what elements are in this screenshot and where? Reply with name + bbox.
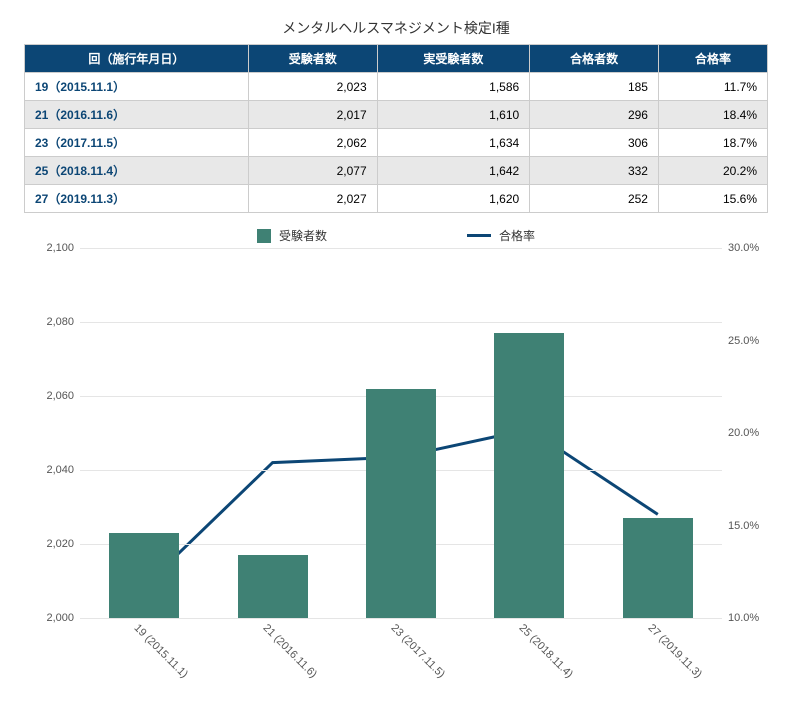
y-left-tick: 2,040 (30, 464, 74, 476)
y-left-tick: 2,100 (30, 242, 74, 254)
cell-actual: 1,642 (377, 157, 530, 185)
y-right-tick: 30.0% (728, 242, 772, 254)
chart-legend: 受験者数 合格率 (10, 227, 782, 244)
cell-rate: 18.7% (658, 129, 767, 157)
cell-passed: 296 (530, 101, 659, 129)
y-left-tick: 2,080 (30, 316, 74, 328)
y-right-tick: 15.0% (728, 520, 772, 532)
table-row: 19（2015.11.1）2,0231,58618511.7% (25, 73, 768, 101)
cell-session: 19（2015.11.1） (25, 73, 249, 101)
cell-passed: 332 (530, 157, 659, 185)
legend-line: 合格率 (467, 227, 535, 244)
col-actual: 実受験者数 (377, 45, 530, 73)
cell-rate: 20.2% (658, 157, 767, 185)
cell-passed: 252 (530, 185, 659, 213)
cell-actual: 1,634 (377, 129, 530, 157)
cell-applicants: 2,062 (248, 129, 377, 157)
col-session: 回（施行年月日） (25, 45, 249, 73)
col-applicants: 受験者数 (248, 45, 377, 73)
y-right-tick: 25.0% (728, 335, 772, 347)
cell-actual: 1,610 (377, 101, 530, 129)
cell-actual: 1,620 (377, 185, 530, 213)
x-tick-label: 25 (2018.11.4) (517, 622, 576, 681)
col-passed: 合格者数 (530, 45, 659, 73)
cell-applicants: 2,077 (248, 157, 377, 185)
cell-rate: 15.6% (658, 185, 767, 213)
cell-passed: 306 (530, 129, 659, 157)
data-table: 回（施行年月日） 受験者数 実受験者数 合格者数 合格率 19（2015.11.… (24, 44, 768, 213)
bar (109, 533, 179, 618)
cell-passed: 185 (530, 73, 659, 101)
cell-session: 21（2016.11.6） (25, 101, 249, 129)
grid-line (80, 322, 722, 323)
legend-bar-label: 受験者数 (279, 227, 327, 244)
table-row: 21（2016.11.6）2,0171,61029618.4% (25, 101, 768, 129)
x-tick-label: 21 (2016.11.6) (260, 622, 319, 681)
y-left-tick: 2,000 (30, 612, 74, 624)
chart: 2,0002,0202,0402,0602,0802,10010.0%15.0%… (16, 248, 776, 702)
table-row: 27（2019.11.3）2,0271,62025215.6% (25, 185, 768, 213)
cell-actual: 1,586 (377, 73, 530, 101)
col-rate: 合格率 (658, 45, 767, 73)
cell-applicants: 2,023 (248, 73, 377, 101)
legend-line-label: 合格率 (499, 227, 535, 244)
cell-rate: 11.7% (658, 73, 767, 101)
table-row: 23（2017.11.5）2,0621,63430618.7% (25, 129, 768, 157)
cell-session: 25（2018.11.4） (25, 157, 249, 185)
legend-bar-swatch (257, 229, 271, 243)
x-tick-label: 19 (2015.11.1) (132, 622, 191, 681)
cell-applicants: 2,027 (248, 185, 377, 213)
cell-applicants: 2,017 (248, 101, 377, 129)
legend-line-swatch (467, 234, 491, 237)
chart-x-labels: 19 (2015.11.1) 21 (2016.11.6) 23 (2017.11.… (80, 622, 722, 702)
x-tick-label: 23 (2017.11.5) (389, 622, 448, 681)
grid-line (80, 248, 722, 249)
bar (494, 333, 564, 618)
table-header-row: 回（施行年月日） 受験者数 実受験者数 合格者数 合格率 (25, 45, 768, 73)
x-tick-label: 27 (2019.11.3) (645, 622, 704, 681)
table-row: 25（2018.11.4）2,0771,64233220.2% (25, 157, 768, 185)
grid-line (80, 618, 722, 619)
bar (238, 555, 308, 618)
y-right-tick: 10.0% (728, 612, 772, 624)
y-right-tick: 20.0% (728, 427, 772, 439)
legend-bar: 受験者数 (257, 227, 327, 244)
page-title: メンタルヘルスマネジメント検定I種 (10, 18, 782, 38)
bar (623, 518, 693, 618)
chart-plot-area: 2,0002,0202,0402,0602,0802,10010.0%15.0%… (80, 248, 722, 618)
bar (366, 389, 436, 618)
y-left-tick: 2,020 (30, 538, 74, 550)
cell-session: 27（2019.11.3） (25, 185, 249, 213)
cell-session: 23（2017.11.5） (25, 129, 249, 157)
cell-rate: 18.4% (658, 101, 767, 129)
y-left-tick: 2,060 (30, 390, 74, 402)
